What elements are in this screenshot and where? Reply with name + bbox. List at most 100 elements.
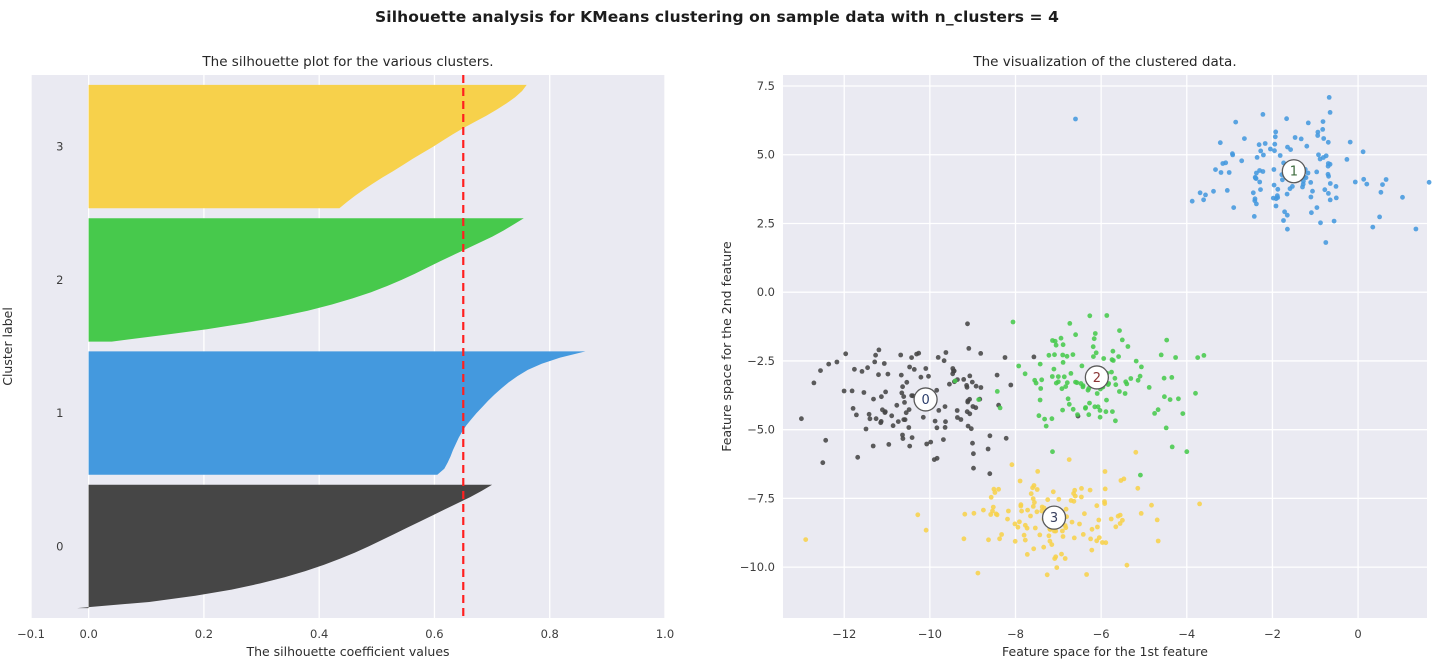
data-point <box>1018 502 1024 508</box>
data-point <box>1378 189 1384 195</box>
data-point <box>820 460 826 466</box>
data-point <box>889 413 895 419</box>
data-point <box>1035 469 1041 474</box>
data-point <box>1268 146 1273 152</box>
data-point <box>1065 396 1071 402</box>
data-point <box>1056 496 1062 502</box>
data-point <box>1364 181 1370 187</box>
data-point <box>1060 352 1066 358</box>
data-point <box>1043 423 1049 429</box>
data-point <box>1254 155 1260 160</box>
data-point <box>1218 170 1224 175</box>
data-point <box>1197 190 1203 196</box>
data-point <box>1036 413 1042 419</box>
data-point <box>976 397 982 402</box>
data-point <box>843 351 849 357</box>
data-point <box>1008 382 1014 388</box>
data-point <box>1055 374 1061 379</box>
data-point <box>811 380 817 386</box>
data-point <box>1325 161 1331 166</box>
data-point <box>943 419 948 425</box>
data-point <box>909 393 915 398</box>
data-point <box>1257 168 1262 173</box>
data-point <box>890 423 896 429</box>
clustered-data-plot-x-tick-label: −10 <box>918 627 942 641</box>
data-point <box>803 537 809 542</box>
data-point <box>1028 491 1034 497</box>
silhouette-plot-x-tick-label: 0.8 <box>541 627 559 641</box>
data-point <box>885 371 891 377</box>
data-point <box>1083 405 1088 411</box>
data-point <box>854 412 859 418</box>
data-point <box>1231 205 1237 211</box>
silhouette-plot-x-tick-label: 1.0 <box>656 627 674 641</box>
data-point <box>1309 210 1314 216</box>
data-point <box>1298 136 1304 142</box>
data-point <box>1102 501 1108 506</box>
data-point <box>1260 112 1266 117</box>
data-point <box>883 389 888 395</box>
data-point <box>1239 158 1245 164</box>
data-point <box>1252 198 1258 204</box>
data-point <box>1155 407 1161 413</box>
data-point <box>849 388 855 394</box>
data-point <box>1095 404 1101 410</box>
data-point <box>826 361 832 367</box>
data-point <box>994 389 1000 394</box>
data-point <box>1021 532 1027 538</box>
data-point <box>867 416 873 422</box>
data-point <box>1089 526 1095 532</box>
data-point <box>1005 516 1010 522</box>
data-point <box>1087 313 1093 319</box>
data-point <box>1274 193 1280 199</box>
data-point <box>1146 385 1152 390</box>
data-point <box>1180 411 1186 416</box>
data-point <box>962 511 968 517</box>
data-point <box>1163 425 1169 431</box>
cluster-label-3: 3 <box>56 140 63 154</box>
data-point <box>873 352 878 358</box>
data-point <box>1079 494 1084 500</box>
data-point <box>1052 352 1057 358</box>
clustered-data-plot-y-tick-label: −2.5 <box>747 354 775 368</box>
data-point <box>1112 375 1118 381</box>
data-point <box>1054 565 1060 570</box>
data-point <box>1047 538 1053 544</box>
data-point <box>1284 191 1290 197</box>
data-point <box>1308 194 1314 200</box>
data-point <box>1315 129 1321 135</box>
data-point <box>881 361 887 366</box>
data-point <box>1195 355 1201 360</box>
data-point <box>1031 354 1037 360</box>
data-point <box>1059 386 1065 392</box>
data-point <box>1201 353 1207 358</box>
data-point <box>1128 376 1134 381</box>
data-point <box>926 373 931 379</box>
silhouette-plot-x-tick-label: 0.0 <box>79 627 97 641</box>
data-point <box>906 425 912 430</box>
data-point <box>1058 335 1064 341</box>
data-point <box>1060 528 1065 534</box>
data-point <box>1158 352 1164 358</box>
data-point <box>1285 226 1290 232</box>
silhouette-band-0 <box>77 484 493 609</box>
data-point <box>878 420 884 426</box>
data-point <box>1352 179 1358 185</box>
data-point <box>965 321 970 327</box>
data-point <box>1122 391 1128 396</box>
center-circle-icon <box>913 387 938 412</box>
data-point <box>1230 151 1235 157</box>
data-point <box>1053 342 1059 348</box>
data-point <box>1033 380 1039 386</box>
data-point <box>1320 126 1326 132</box>
data-point <box>1095 524 1100 530</box>
data-point <box>876 372 881 378</box>
data-point <box>1284 116 1289 122</box>
data-point <box>967 396 972 402</box>
data-point <box>1062 556 1068 561</box>
data-point <box>902 400 907 405</box>
data-point <box>1096 517 1102 523</box>
data-point <box>1189 198 1195 204</box>
data-point <box>1090 344 1096 350</box>
